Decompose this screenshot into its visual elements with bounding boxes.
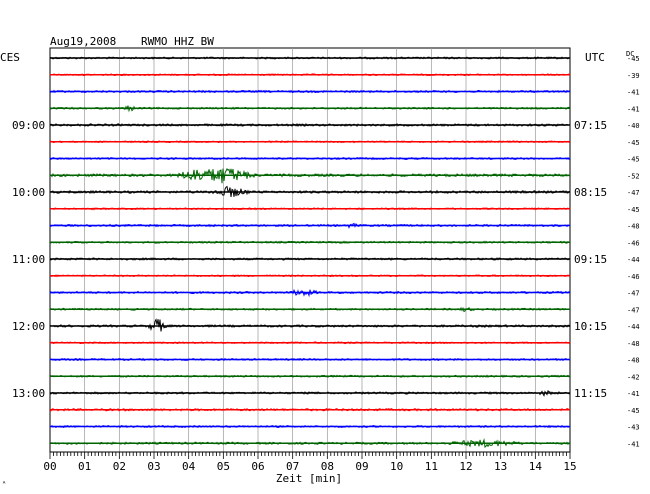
station-label: RWMO HHZ BW xyxy=(141,35,214,48)
right-hour-label: 09:15 xyxy=(574,253,607,266)
dc-offset-label: -45 xyxy=(627,139,640,147)
x-tick-label: 09 xyxy=(355,460,368,473)
dc-offset-label: -48 xyxy=(627,357,640,365)
trace-group xyxy=(49,56,571,449)
dc-offset-label: -47 xyxy=(627,306,640,314)
x-tick-label: 12 xyxy=(459,460,472,473)
x-tick-label: 06 xyxy=(251,460,264,473)
dc-offset-label: -41 xyxy=(627,440,640,448)
dc-offset-label: -41 xyxy=(627,105,640,113)
dc-offset-label: -43 xyxy=(627,424,640,432)
dc-offset-label: -44 xyxy=(627,256,640,264)
x-axis: 00 01 02 03 04 05 06 07 08 09 10 11 12 13 14 15 xyxy=(43,451,577,473)
left-hour-label: 09:00 xyxy=(12,119,45,132)
right-hour-label: 08:15 xyxy=(574,186,607,199)
x-tick-label: 04 xyxy=(182,460,196,473)
dc-offset-label: -48 xyxy=(627,340,640,348)
left-hour-label: 11:00 xyxy=(12,253,45,266)
x-tick-label: 10 xyxy=(390,460,403,473)
right-hour-label: 07:15 xyxy=(574,119,607,132)
dc-offset-label: -41 xyxy=(627,89,640,97)
x-tick-label: 03 xyxy=(147,460,160,473)
x-tick-label: 14 xyxy=(529,460,543,473)
dc-offset-label: -48 xyxy=(627,223,640,231)
x-tick-label: 01 xyxy=(78,460,91,473)
x-tick-label: 15 xyxy=(563,460,576,473)
x-tick-label: 02 xyxy=(113,460,126,473)
footer-mark: ᴬ xyxy=(2,479,6,488)
left-timezone-label: CES xyxy=(0,51,20,64)
dc-offset-label: -44 xyxy=(627,323,640,331)
right-hour-label: 10:15 xyxy=(574,320,607,333)
right-hour-label: 11:15 xyxy=(574,387,607,400)
dc-offset-label: -52 xyxy=(627,172,640,180)
dc-offset-label: -42 xyxy=(627,373,640,381)
left-hour-label: 13:00 xyxy=(12,387,45,400)
dc-offset-label: -40 xyxy=(627,122,640,130)
x-tick-label: 07 xyxy=(286,460,299,473)
date-label: Aug19,2008 xyxy=(50,35,116,48)
left-hour-label: 12:00 xyxy=(12,320,45,333)
dc-offset-label: -45 xyxy=(627,206,640,214)
dc-offset-label: -47 xyxy=(627,189,640,197)
row-labels: -45 -39 -41 -41 -40 -45 -45 -52 -47 -45 -48 -46 -44 -… xyxy=(12,55,640,448)
dc-offset-label: -46 xyxy=(627,273,640,281)
x-tick-label: 13 xyxy=(494,460,507,473)
dc-offset-label: -45 xyxy=(627,156,640,164)
dc-offset-label: -45 xyxy=(627,55,640,63)
x-tick-label: 08 xyxy=(321,460,334,473)
dc-offset-label: -46 xyxy=(627,239,640,247)
dc-offset-label: -47 xyxy=(627,290,640,298)
left-hour-label: 10:00 xyxy=(12,186,45,199)
x-axis-title: Zeit [min] xyxy=(276,472,342,485)
x-tick-label: 05 xyxy=(217,460,230,473)
right-timezone-label: UTC xyxy=(585,51,605,64)
dc-label: DC xyxy=(626,50,634,58)
x-tick-label: 11 xyxy=(425,460,438,473)
dc-offset-label: -41 xyxy=(627,390,640,398)
dc-offset-label: -45 xyxy=(627,407,640,415)
dc-offset-label: -39 xyxy=(627,72,640,80)
x-tick-label: 00 xyxy=(43,460,56,473)
